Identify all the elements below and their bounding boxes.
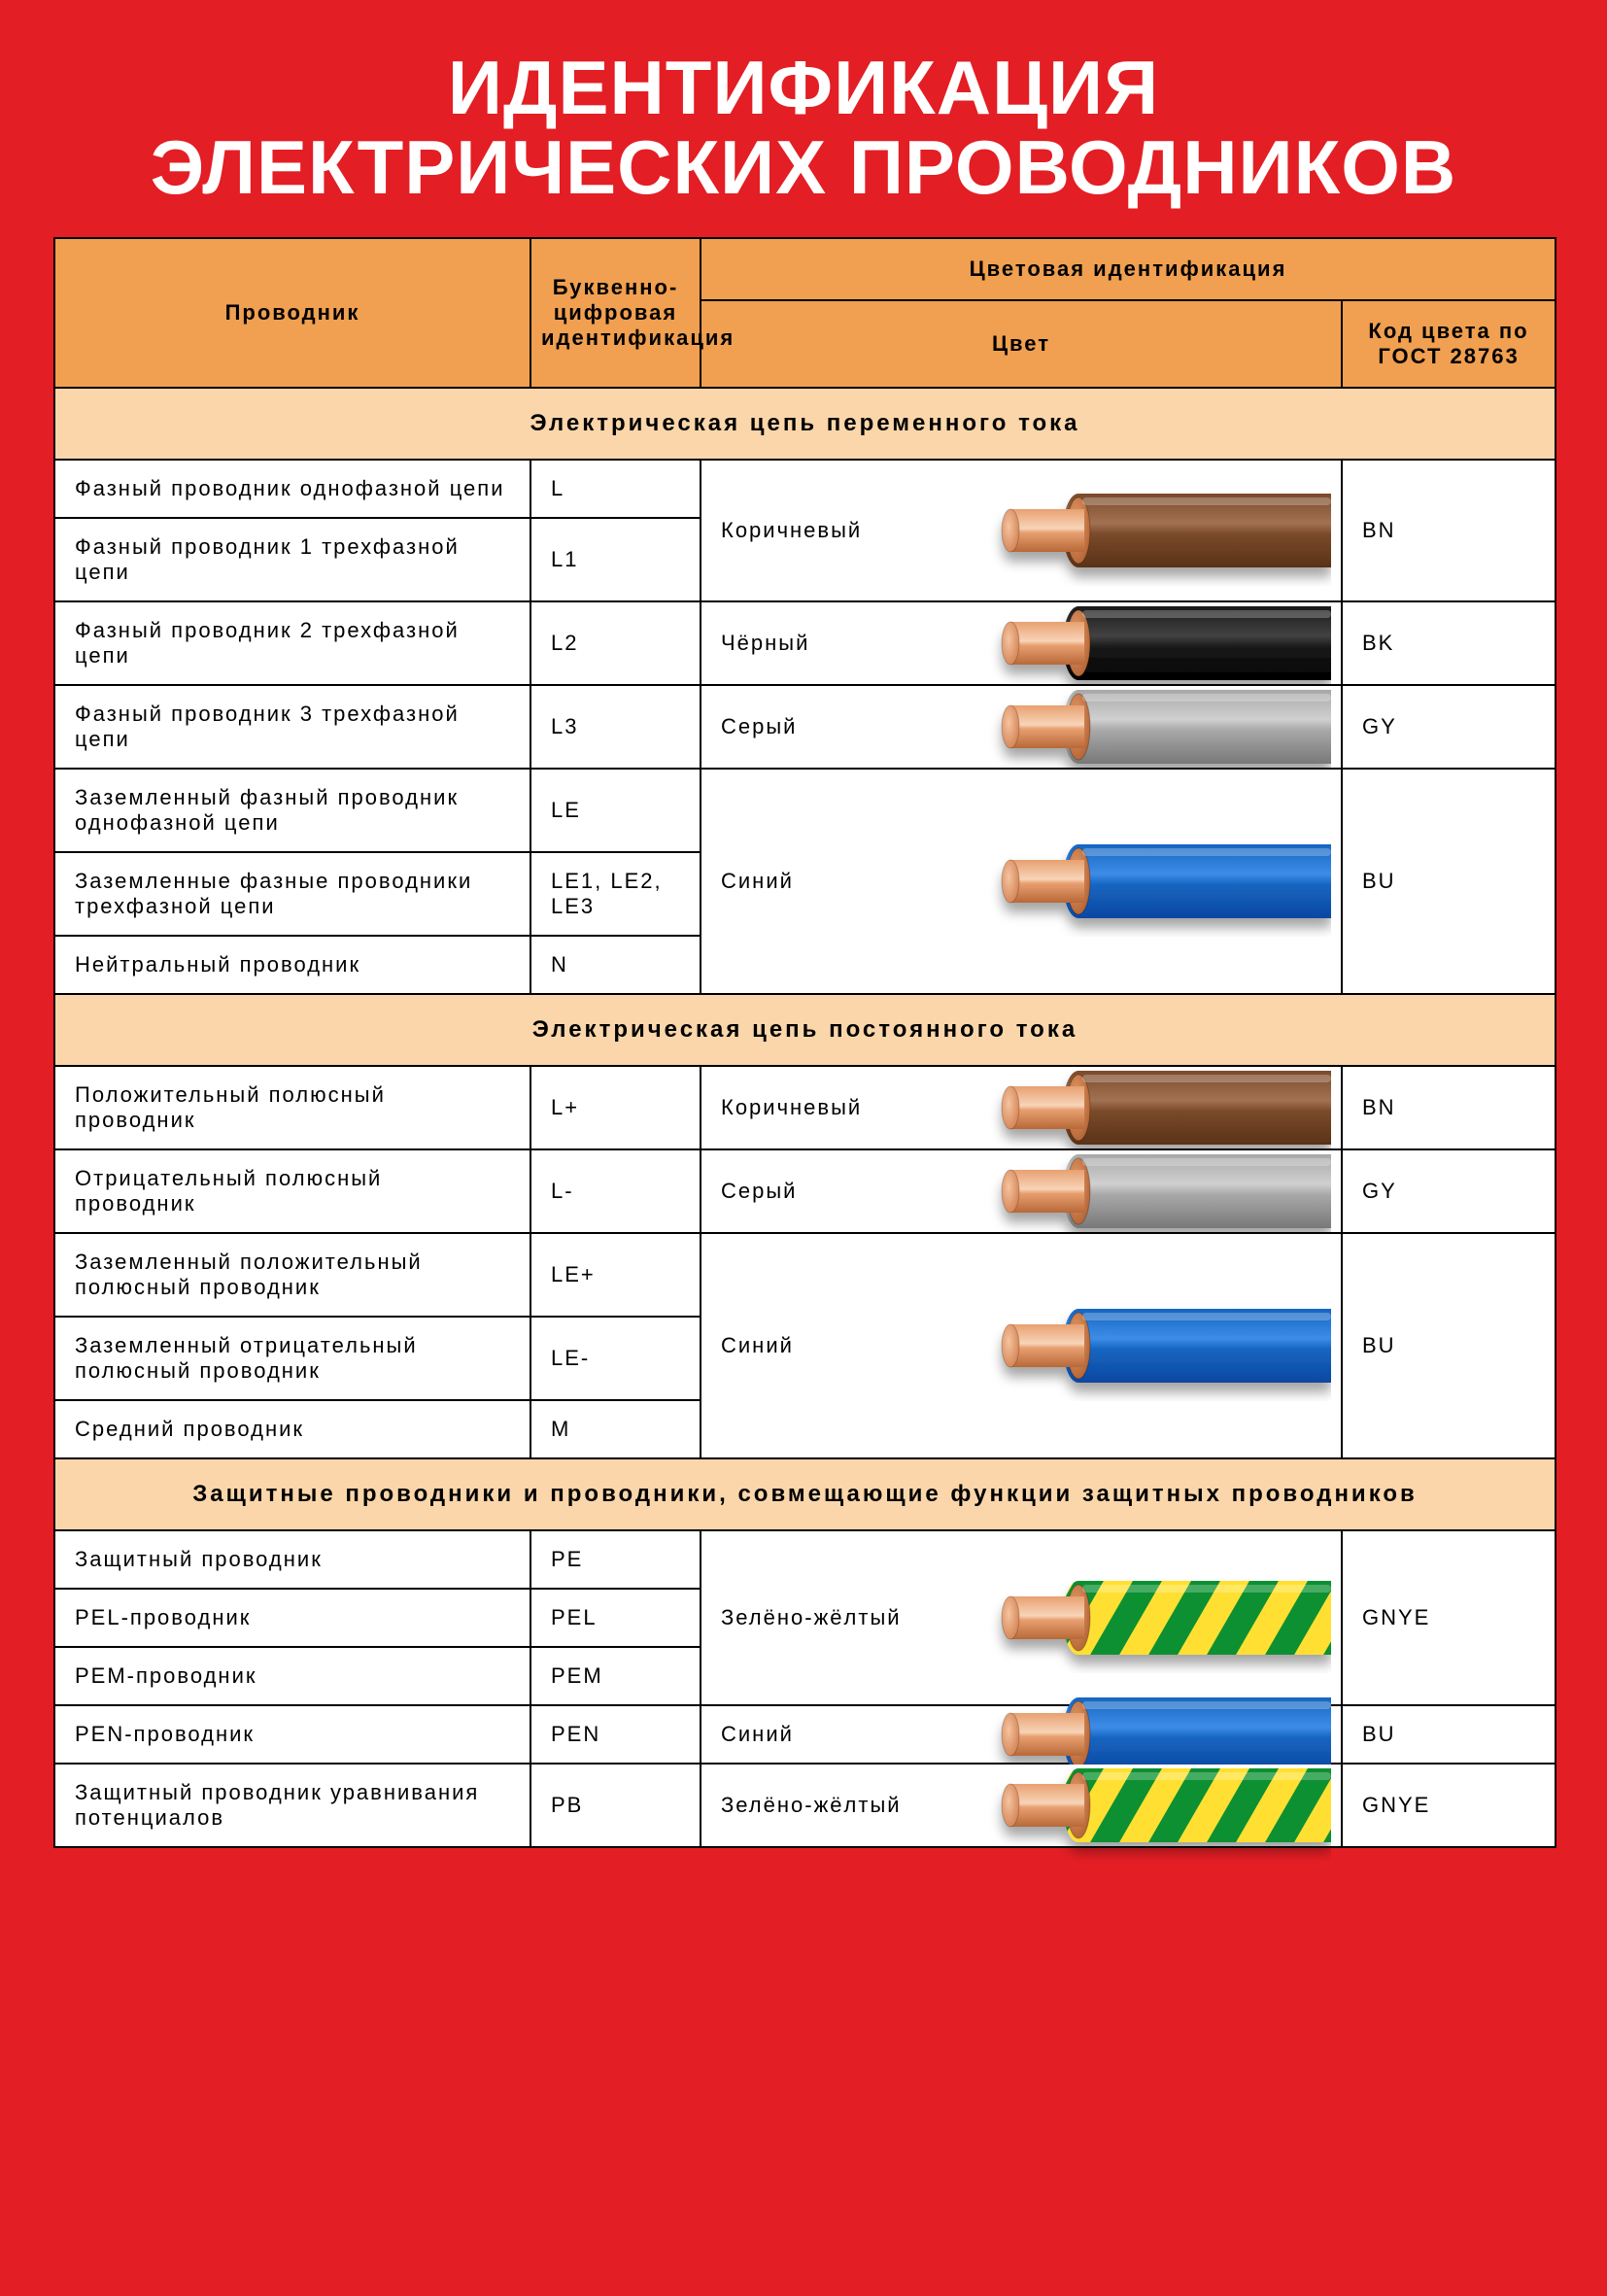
header-color: Цвет <box>701 300 1342 388</box>
table-body: Электрическая цепь переменного токаФазны… <box>54 388 1556 1847</box>
color-name: Зелёно-жёлтый <box>721 1605 902 1630</box>
table-row: Защитный проводникPE Зелёно-жёлтый <box>54 1530 1556 1589</box>
section-header-row: Защитные проводники и проводники, совмещ… <box>54 1458 1556 1530</box>
color-cell: Коричневый <box>701 460 1342 601</box>
color-code-cell: GY <box>1342 1149 1556 1233</box>
alpha-code-cell: N <box>530 936 701 994</box>
page-title: ИДЕНТИФИКАЦИЯ ЭЛЕКТРИЧЕСКИХ ПРОВОДНИКОВ <box>53 49 1554 208</box>
title-line-2: ЭЛЕКТРИЧЕСКИХ ПРОВОДНИКОВ <box>53 128 1554 208</box>
conductor-cell: Заземленный отрицательный полюсный прово… <box>54 1317 530 1400</box>
color-name: Синий <box>721 1722 794 1747</box>
header-alpha: Буквенно-цифровая идентификация <box>530 238 701 388</box>
table-row: Отрицательный полюсный проводникL- Серый <box>54 1149 1556 1233</box>
color-code-cell: GY <box>1342 685 1556 769</box>
color-name: Синий <box>721 869 794 894</box>
title-line-1: ИДЕНТИФИКАЦИЯ <box>53 49 1554 128</box>
alpha-code-cell: L2 <box>530 601 701 685</box>
conductor-cell: Защитный проводник <box>54 1530 530 1589</box>
table-row: Заземленный фазный проводник однофазной … <box>54 769 1556 852</box>
alpha-code-cell: PB <box>530 1764 701 1847</box>
color-name: Зелёно-жёлтый <box>721 1793 902 1818</box>
section-title: Защитные проводники и проводники, совмещ… <box>54 1458 1556 1530</box>
table-row: Защитный проводник уравнивания потенциал… <box>54 1764 1556 1847</box>
alpha-code-cell: PEL <box>530 1589 701 1647</box>
alpha-code-cell: M <box>530 1400 701 1458</box>
alpha-code-cell: L- <box>530 1149 701 1233</box>
color-code-cell: BU <box>1342 1233 1556 1458</box>
color-name: Коричневый <box>721 518 862 543</box>
conductor-cell: Положительный полюсный проводник <box>54 1066 530 1149</box>
section-header-row: Электрическая цепь переменного тока <box>54 388 1556 460</box>
color-name: Чёрный <box>721 631 809 656</box>
color-cell: Синий <box>701 769 1342 994</box>
table-row: Фазный проводник однофазной цепиL Коричн… <box>54 460 1556 518</box>
conductor-cell: Заземленный положительный полюсный прово… <box>54 1233 530 1317</box>
color-code-cell: BK <box>1342 601 1556 685</box>
alpha-code-cell: PE <box>530 1530 701 1589</box>
alpha-code-cell: PEN <box>530 1705 701 1764</box>
color-name: Синий <box>721 1333 794 1358</box>
color-code-cell: GNYE <box>1342 1530 1556 1705</box>
conductor-cell: PEL-проводник <box>54 1589 530 1647</box>
color-cell: Синий <box>701 1233 1342 1458</box>
color-name: Серый <box>721 714 797 739</box>
section-title: Электрическая цепь переменного тока <box>54 388 1556 460</box>
alpha-code-cell: L <box>530 460 701 518</box>
alpha-code-cell: LE1, LE2, LE3 <box>530 852 701 936</box>
alpha-code-cell: LE+ <box>530 1233 701 1317</box>
conductor-cell: Средний проводник <box>54 1400 530 1458</box>
color-name: Серый <box>721 1179 797 1204</box>
color-cell: Серый <box>701 1149 1342 1233</box>
color-code-cell: BN <box>1342 1066 1556 1149</box>
color-name: Коричневый <box>721 1095 862 1120</box>
conductor-cell: PEN-проводник <box>54 1705 530 1764</box>
table-header: Проводник Буквенно-цифровая идентификаци… <box>54 238 1556 388</box>
alpha-code-cell: LE- <box>530 1317 701 1400</box>
alpha-code-cell: LE <box>530 769 701 852</box>
color-code-cell: BU <box>1342 1705 1556 1764</box>
conductor-cell: Фазный проводник 3 трехфазной цепи <box>54 685 530 769</box>
alpha-code-cell: PEM <box>530 1647 701 1705</box>
conductor-cell: Заземленные фазные проводники трехфазной… <box>54 852 530 936</box>
conductor-cell: Фазный проводник 2 трехфазной цепи <box>54 601 530 685</box>
color-code-cell: BU <box>1342 769 1556 994</box>
alpha-code-cell: L+ <box>530 1066 701 1149</box>
poster: ИДЕНТИФИКАЦИЯ ЭЛЕКТРИЧЕСКИХ ПРОВОДНИКОВ … <box>0 0 1607 2296</box>
table-row: Заземленный положительный полюсный прово… <box>54 1233 1556 1317</box>
conductor-cell: Заземленный фазный проводник однофазной … <box>54 769 530 852</box>
color-code-cell: BN <box>1342 460 1556 601</box>
conductor-cell: Защитный проводник уравнивания потенциал… <box>54 1764 530 1847</box>
alpha-code-cell: L3 <box>530 685 701 769</box>
conductor-table: Проводник Буквенно-цифровая идентификаци… <box>53 237 1556 1848</box>
header-code: Код цвета по ГОСТ 28763 <box>1342 300 1556 388</box>
conductor-cell: Нейтральный проводник <box>54 936 530 994</box>
conductor-cell: Фазный проводник 1 трехфазной цепи <box>54 518 530 601</box>
conductor-cell: Отрицательный полюсный проводник <box>54 1149 530 1233</box>
alpha-code-cell: L1 <box>530 518 701 601</box>
conductor-cell: Фазный проводник однофазной цепи <box>54 460 530 518</box>
header-color-group: Цветовая идентификация <box>701 238 1556 300</box>
color-code-cell: GNYE <box>1342 1764 1556 1847</box>
header-conductor: Проводник <box>54 238 530 388</box>
color-cell: Зелёно-жёлтый <box>701 1764 1342 1847</box>
conductor-cell: PEM-проводник <box>54 1647 530 1705</box>
color-cell: Серый <box>701 685 1342 769</box>
table-row: Фазный проводник 3 трехфазной цепиL3 Сер… <box>54 685 1556 769</box>
